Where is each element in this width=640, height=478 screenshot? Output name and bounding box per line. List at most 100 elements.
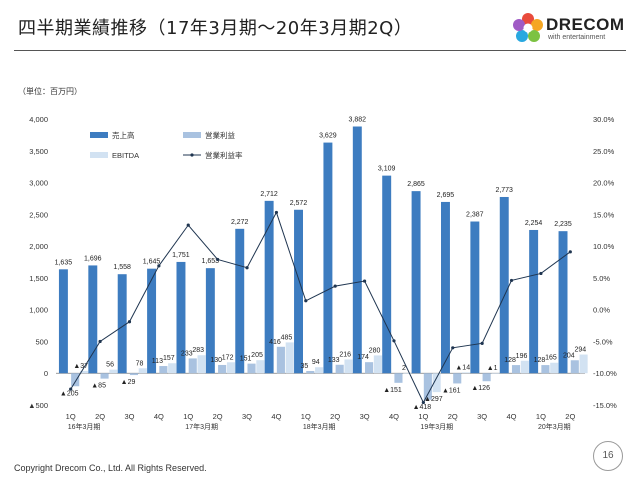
sales-bar: [147, 268, 157, 374]
page-title: 四半期業績推移（17年3月期～20年3月期2Q）: [18, 18, 413, 39]
sales-data-label: 2,773: [495, 187, 513, 194]
ebitda-bar: [79, 370, 89, 374]
ebitda-data-label: 216: [339, 351, 351, 358]
x-category-label: 3Q: [360, 412, 370, 421]
operating-profit-bar: [541, 365, 550, 374]
fiscal-year-label: 20年3月期: [538, 422, 571, 431]
x-category-label: 1Q: [536, 412, 546, 421]
ebitda-data-label: ▲14: [455, 364, 470, 371]
operating-profit-legend-swatch: [183, 132, 201, 138]
sales-bar: [323, 142, 333, 374]
x-category-label: 4Q: [271, 412, 281, 421]
ebitda-data-label: 280: [369, 347, 381, 354]
ebitda-data-label: 157: [163, 355, 175, 362]
ebitda-bar: [315, 367, 324, 374]
operating-profit-data-label: 130: [210, 357, 222, 364]
title-divider: [14, 50, 626, 51]
drecom-logo: DRECOM with entertainment: [512, 12, 632, 52]
x-category-label: 2Q: [448, 412, 458, 421]
sales-data-label: 2,235: [554, 221, 572, 228]
x-category-label: 1Q: [183, 412, 193, 421]
y-left-tick-label: 0: [44, 369, 48, 378]
ebitda-bar: [373, 355, 382, 374]
operating-margin-legend-label: 営業利益率: [205, 150, 243, 160]
ebitda-data-label: ▲297: [424, 396, 443, 403]
sales-data-label: 1,645: [143, 259, 161, 266]
ebitda-data-label: 56: [106, 362, 114, 369]
operating-profit-bar: [100, 373, 109, 379]
operating-margin-point: [509, 278, 514, 283]
x-category-label: 3Q: [477, 412, 487, 421]
operating-profit-bar: [453, 373, 462, 384]
ebitda-bar: [138, 368, 147, 374]
x-category-label: 3Q: [242, 412, 252, 421]
sales-data-label: 1,751: [172, 252, 190, 259]
logo-subtext: with entertainment: [548, 34, 606, 41]
fiscal-year-label: 18年3月期: [303, 422, 336, 431]
operating-margin-point: [451, 346, 455, 350]
ebitda-data-label: 196: [516, 353, 528, 360]
sales-bar: [529, 229, 539, 374]
y-left-tick-label: 2,500: [29, 210, 48, 219]
operating-profit-data-label: ▲151: [383, 387, 402, 394]
sales-data-label: 1,653: [202, 258, 220, 265]
flower-logo-icon: [513, 13, 543, 42]
ebitda-data-label: 294: [574, 347, 586, 354]
ebitda-data-label: ▲1: [487, 365, 498, 372]
ebitda-bar: [579, 354, 588, 374]
ebitda-bar: [256, 360, 265, 374]
logo-text: DRECOM: [546, 15, 625, 34]
y-left-tick-label: 4,000: [29, 115, 48, 124]
fiscal-year-label: 16年3月期: [68, 422, 101, 431]
operating-profit-data-label: ▲85: [91, 383, 106, 390]
sales-data-label: 2,712: [260, 191, 278, 198]
ebitda-data-label: 485: [281, 334, 293, 341]
sales-data-label: 1,696: [84, 255, 102, 262]
copyright-footer: Copyright Drecom Co., Ltd. All Rights Re…: [14, 463, 207, 473]
sales-bar: [264, 200, 274, 374]
sales-bar: [440, 201, 450, 374]
sales-data-label: 1,635: [55, 259, 73, 266]
y-left-tick-label: 3,500: [29, 147, 48, 156]
sales-bar: [294, 209, 303, 374]
sales-data-label: 2,865: [407, 181, 425, 188]
sales-bar: [382, 175, 392, 374]
y-left-tick-label: 1,000: [29, 306, 48, 315]
sales-data-label: 3,882: [348, 116, 366, 123]
operating-profit-data-label: 128: [534, 357, 546, 364]
y-right-tick-label: -10.0%: [593, 369, 617, 378]
y-right-tick-label: -15.0%: [593, 401, 617, 410]
ebitda-bar: [109, 369, 118, 374]
operating-margin-point: [157, 264, 161, 268]
operating-margin-point: [392, 339, 396, 343]
x-category-label: 1Q: [301, 412, 311, 421]
operating-profit-bar: [129, 373, 139, 376]
ebitda-data-label: 165: [545, 355, 557, 362]
operating-profit-bar: [71, 373, 80, 387]
ebitda-bar: [168, 363, 177, 374]
operating-margin-point: [421, 400, 425, 405]
ebitda-data-label: 78: [136, 360, 144, 367]
operating-margin-point: [480, 341, 484, 345]
operating-profit-legend-label: 営業利益: [205, 130, 235, 140]
sales-bar: [176, 261, 186, 374]
sales-data-label: 2,572: [290, 200, 308, 207]
operating-margin-point: [186, 223, 190, 227]
sales-bar: [205, 268, 215, 374]
operating-profit-data-label: ▲126: [471, 385, 490, 392]
ebitda-bar: [285, 342, 294, 374]
operating-profit-data-label: 35: [300, 363, 308, 370]
ebitda-data-label: ▲37: [73, 363, 88, 370]
y-right-tick-label: 20.0%: [593, 179, 615, 188]
sales-data-label: 1,558: [113, 264, 131, 271]
x-category-label: 2Q: [95, 412, 105, 421]
sales-bar: [411, 191, 421, 374]
sales-data-label: 2,695: [437, 192, 455, 199]
operating-profit-data-label: ▲418: [413, 404, 432, 411]
operating-profit-data-label: 233: [181, 350, 193, 357]
operating-margin-point: [362, 279, 367, 283]
operating-profit-data-label: ▲161: [442, 387, 461, 394]
operating-profit-data-label: ▲29: [121, 379, 136, 386]
ebitda-bar: [550, 362, 559, 374]
